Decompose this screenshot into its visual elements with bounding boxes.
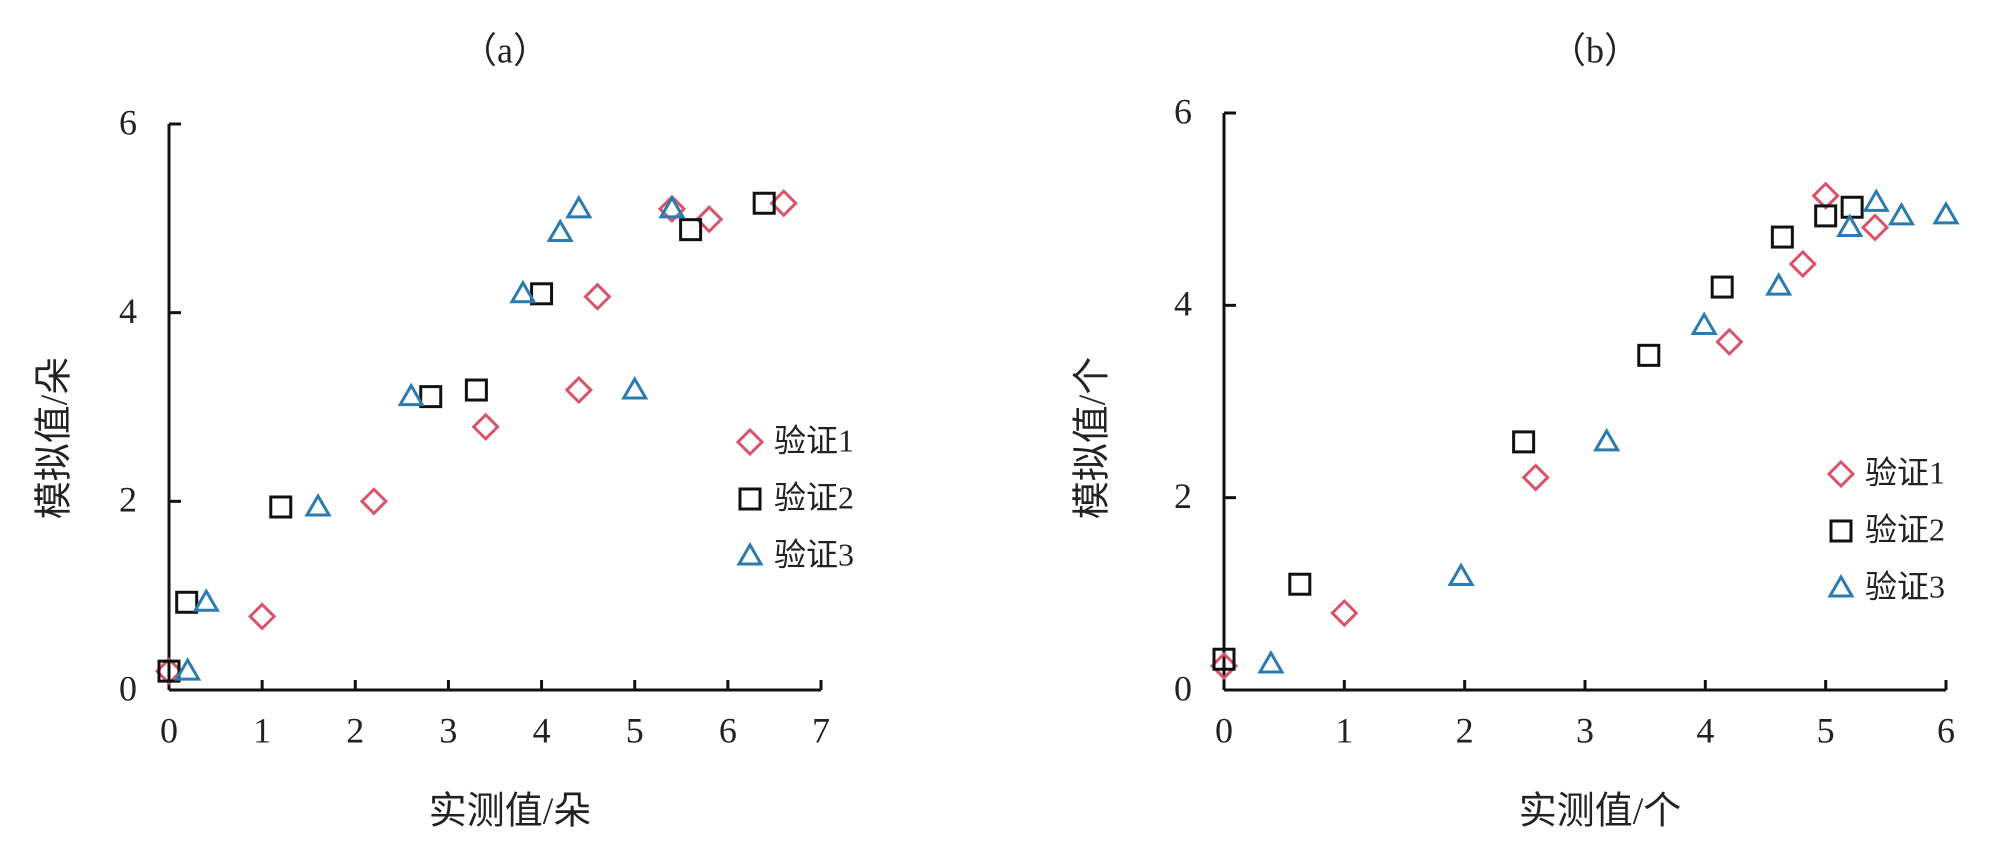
x-tick-label: 3	[439, 710, 457, 750]
y-axis-label: 模拟值/朵	[34, 357, 76, 520]
marker-square	[269, 495, 293, 519]
y-axis-label: 模拟值/个	[1072, 357, 1114, 520]
marker-diamond	[1715, 327, 1744, 356]
y-tick-label: 6	[1174, 91, 1192, 131]
x-tick-label: 6	[1937, 710, 1955, 750]
x-axis-label: 实测值/个	[1519, 791, 1682, 833]
marker-diamond	[1788, 249, 1817, 279]
marker-diamond	[1209, 651, 1239, 681]
marker-square	[1512, 430, 1536, 454]
marker-triangle	[304, 492, 332, 517]
marker-diamond	[1521, 463, 1550, 492]
legend-label: 验证2	[1865, 511, 1945, 547]
marker-diamond	[1330, 598, 1359, 628]
marker-diamond	[248, 602, 277, 631]
y-tick-label: 2	[1174, 476, 1192, 516]
marker-square	[419, 385, 443, 409]
marker-triangle	[1593, 427, 1621, 452]
marker-square	[1288, 572, 1312, 596]
legend-label: 验证3	[774, 536, 854, 572]
marker-diamond	[1826, 459, 1856, 489]
marker-triangle	[174, 657, 202, 681]
x-tick-label: 5	[1817, 710, 1835, 750]
marker-diamond	[583, 282, 612, 311]
x-tick-label: 1	[253, 710, 271, 750]
marker-triangle	[1932, 200, 1960, 225]
marker-triangle	[1257, 650, 1285, 674]
marker-diamond	[471, 412, 500, 441]
marker-triangle	[1447, 562, 1475, 587]
marker-square	[1829, 519, 1853, 543]
marker-square	[464, 378, 488, 402]
marker-diamond	[657, 194, 687, 224]
x-tick-label: 0	[1215, 710, 1233, 750]
marker-square	[1710, 275, 1734, 299]
marker-triangle	[546, 218, 574, 242]
marker-square	[1637, 343, 1661, 367]
marker-square	[1770, 225, 1794, 249]
marker-diamond	[735, 427, 765, 457]
marker-square	[1840, 195, 1864, 219]
marker-triangle	[736, 542, 764, 566]
y-tick-label: 4	[1174, 284, 1192, 324]
x-tick-label: 2	[1456, 710, 1474, 750]
marker-triangle	[565, 194, 593, 219]
marker-diamond	[1860, 213, 1890, 242]
legend-label: 验证3	[1865, 568, 1945, 604]
marker-triangle	[1887, 201, 1916, 226]
legend-label: 验证1	[774, 422, 854, 458]
x-tick-label: 6	[719, 710, 737, 750]
marker-diamond	[359, 487, 389, 516]
marker-square	[679, 218, 703, 242]
marker-square	[1814, 204, 1838, 228]
marker-triangle	[658, 194, 686, 219]
marker-square	[738, 487, 762, 511]
marker-triangle	[397, 382, 425, 407]
chart-title: （a）	[461, 30, 549, 70]
marker-square	[752, 191, 776, 215]
marker-triangle	[1827, 574, 1855, 598]
marker-diamond	[564, 375, 593, 405]
marker-square	[1212, 647, 1236, 671]
marker-triangle	[1765, 272, 1793, 296]
x-tick-label: 2	[346, 710, 364, 750]
marker-triangle	[621, 376, 649, 400]
legend-label: 验证1	[1865, 454, 1945, 490]
marker-diamond	[1811, 181, 1840, 210]
marker-triangle	[192, 588, 220, 612]
marker-diamond	[769, 189, 798, 218]
marker-diamond	[695, 205, 724, 234]
y-tick-label: 4	[119, 291, 137, 331]
marker-triangle	[509, 279, 537, 304]
marker-triangle	[1690, 311, 1718, 336]
x-tick-label: 1	[1335, 710, 1353, 750]
x-tick-label: 7	[812, 710, 830, 750]
y-tick-label: 0	[119, 668, 137, 708]
chart-title: （b）	[1550, 30, 1640, 70]
x-tick-label: 5	[626, 710, 644, 750]
marker-triangle	[1862, 188, 1890, 212]
x-tick-label: 4	[533, 710, 551, 750]
marker-square	[175, 590, 199, 614]
marker-triangle	[1836, 213, 1864, 237]
legend-label: 验证2	[774, 479, 854, 515]
y-tick-label: 2	[119, 480, 137, 520]
x-axis-label: 实测值/朵	[429, 791, 592, 833]
marker-square	[530, 282, 554, 306]
marker-square	[157, 659, 181, 683]
y-tick-label: 6	[119, 102, 137, 142]
x-tick-label: 3	[1576, 710, 1594, 750]
x-tick-label: 0	[160, 710, 178, 750]
y-tick-label: 0	[1174, 668, 1192, 708]
x-tick-label: 4	[1696, 710, 1714, 750]
marker-diamond	[154, 657, 184, 686]
